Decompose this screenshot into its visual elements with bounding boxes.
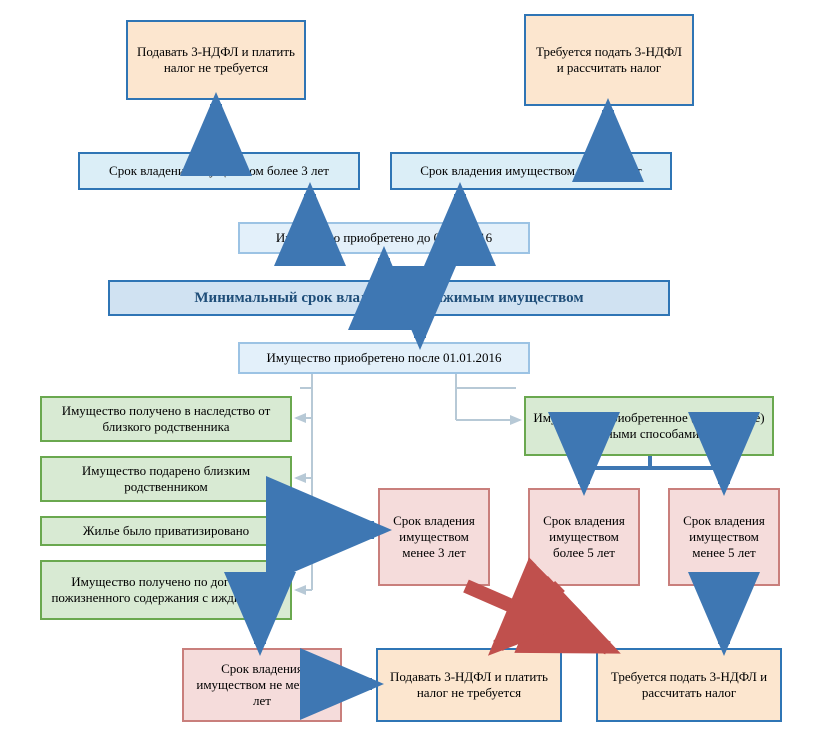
label: Подавать 3-НДФЛ и платить налог не требу…: [384, 669, 554, 702]
result-no-tax-top: Подавать 3-НДФЛ и платить налог не требу…: [126, 20, 306, 100]
label: Имущество приобретено после 01.01.2016: [267, 350, 502, 366]
condition-lt3: Срок владения имуществом менее 3 лет: [390, 152, 672, 190]
cond-life-estate: Имущество получено по договору пожизненн…: [40, 560, 292, 620]
term-lt3: Срок владения имуществом менее 3 лет: [378, 488, 490, 586]
label: Жилье было приватизировано: [83, 523, 249, 539]
label: Имущество получено по договору пожизненн…: [48, 574, 284, 607]
result-no-tax-bottom: Подавать 3-НДФЛ и платить налог не требу…: [376, 648, 562, 722]
label: Минимальный срок владения недвижимым иму…: [194, 289, 583, 308]
label: Срок владения имуществом более 5 лет: [536, 513, 632, 562]
term-ge3: Срок владения имуществом не менее 3 лет: [182, 648, 342, 722]
label: Имущество, приобретенное (полученное) ин…: [532, 410, 766, 443]
cond-other: Имущество, приобретенное (полученное) ин…: [524, 396, 774, 456]
label: Срок владения имуществом не менее 3 лет: [190, 661, 334, 710]
acquired-after-2016: Имущество приобретено после 01.01.2016: [238, 342, 530, 374]
result-tax-top: Требуется подать 3-НДФЛ и рассчитать нал…: [524, 14, 694, 106]
acquired-before-2016: Имущество приобретено до 01.01.2016: [238, 222, 530, 254]
cond-gift: Имущество подарено близким родственником: [40, 456, 292, 502]
cond-privatized: Жилье было приватизировано: [40, 516, 292, 546]
label: Срок владения имуществом менее 5 лет: [676, 513, 772, 562]
label: Подавать 3-НДФЛ и платить налог не требу…: [134, 44, 298, 77]
term-gt5: Срок владения имуществом более 5 лет: [528, 488, 640, 586]
label: Срок владения имуществом более 3 лет: [109, 163, 329, 179]
label: Требуется подать 3-НДФЛ и рассчитать нал…: [532, 44, 686, 77]
label: Имущество подарено близким родственником: [48, 463, 284, 496]
label: Имущество приобретено до 01.01.2016: [276, 230, 492, 246]
label: Срок владения имуществом менее 3 лет: [386, 513, 482, 562]
label: Имущество получено в наследство от близк…: [48, 403, 284, 436]
diagram-title: Минимальный срок владения недвижимым иму…: [108, 280, 670, 316]
term-lt5: Срок владения имуществом менее 5 лет: [668, 488, 780, 586]
condition-gt3: Срок владения имуществом более 3 лет: [78, 152, 360, 190]
result-tax-bottom: Требуется подать 3-НДФЛ и рассчитать нал…: [596, 648, 782, 722]
label: Срок владения имуществом менее 3 лет: [420, 163, 641, 179]
cond-inherit: Имущество получено в наследство от близк…: [40, 396, 292, 442]
label: Требуется подать 3-НДФЛ и рассчитать нал…: [604, 669, 774, 702]
